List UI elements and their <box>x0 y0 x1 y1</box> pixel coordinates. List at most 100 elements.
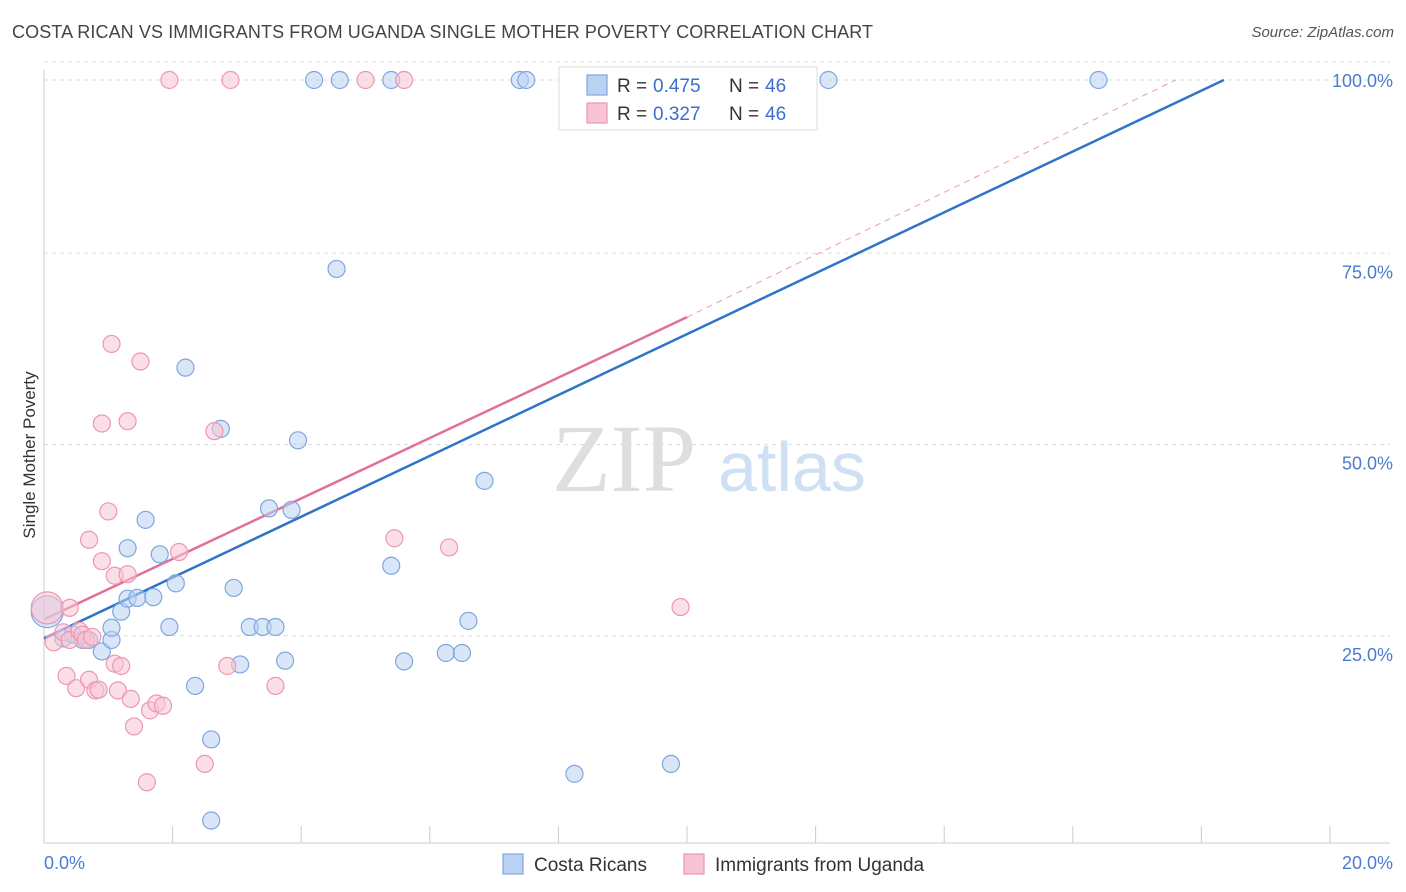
watermark-zip: ZIP <box>552 405 696 512</box>
bottom-legend-swatch-uganda <box>683 853 705 875</box>
point-uganda-28 <box>137 773 156 792</box>
watermark-atlas: atlas <box>718 428 866 506</box>
point-uganda-5 <box>60 598 79 617</box>
series-legend: Costa Ricans Immigrants from Uganda <box>502 853 925 876</box>
point-costa-rican-27 <box>266 617 285 637</box>
point-uganda-38 <box>266 676 285 695</box>
point-costa-rican-36 <box>394 652 414 671</box>
point-costa-rican-19 <box>202 811 221 830</box>
x-tick-label-max: 20.0% <box>1342 853 1393 873</box>
point-uganda-14 <box>89 680 108 699</box>
point-uganda-41 <box>394 70 414 90</box>
point-uganda-17 <box>99 502 118 521</box>
point-costa-rican-46 <box>1089 70 1108 90</box>
legend-r-value-0: 0.475 <box>653 76 701 97</box>
data-points <box>30 70 1108 830</box>
point-costa-rican-42 <box>517 70 536 90</box>
point-costa-rican-17 <box>176 358 195 377</box>
point-costa-rican-15 <box>160 617 179 637</box>
point-uganda-16 <box>92 552 111 571</box>
point-costa-rican-7 <box>102 618 121 637</box>
point-costa-rican-26 <box>259 499 279 518</box>
trend-line-uganda <box>43 316 688 621</box>
legend-r-value-1: 0.327 <box>653 104 701 125</box>
point-uganda-36 <box>218 656 237 676</box>
bottom-legend-costa-ricans: Costa Ricans <box>534 855 647 876</box>
point-costa-rican-29 <box>282 500 301 520</box>
point-uganda-40 <box>385 529 404 548</box>
legend-n-value-0: 46 <box>765 76 786 97</box>
point-uganda-26 <box>124 717 144 736</box>
tick-labels: 25.0% 50.0% 75.0% 100.0% 0.0% 20.0% <box>44 71 1393 873</box>
point-costa-rican-35 <box>382 556 401 575</box>
point-uganda-23 <box>118 412 137 431</box>
point-uganda-43 <box>671 597 690 617</box>
y-tick-label-50: 50.0% <box>1342 454 1393 474</box>
bottom-legend-swatch-costa-ricans <box>502 853 524 875</box>
point-uganda-10 <box>79 530 99 549</box>
trend-line-uganda-extension <box>686 79 1176 318</box>
point-costa-rican-13 <box>144 588 163 607</box>
point-costa-rican-18 <box>186 676 205 695</box>
point-uganda-31 <box>153 696 173 715</box>
legend-swatch-costa-ricans <box>586 74 608 96</box>
correlation-legend: R = 0.475 N = 46 R = 0.327 N = 46 <box>558 66 818 131</box>
y-tick-label-75: 75.0% <box>1342 262 1393 282</box>
point-uganda-33 <box>169 542 189 562</box>
point-costa-rican-22 <box>224 578 243 598</box>
y-axis-label: Single Mother Poverty <box>20 371 39 539</box>
point-costa-rican-45 <box>819 70 838 90</box>
point-uganda-37 <box>221 70 240 90</box>
legend-n-label-1: N = <box>729 104 759 125</box>
point-costa-rican-10 <box>118 539 137 558</box>
grid-lines <box>44 61 1390 637</box>
point-costa-rican-12 <box>136 510 155 529</box>
axes <box>43 70 1390 844</box>
legend-n-label-0: N = <box>729 76 759 97</box>
trend-line-costa-ricans <box>43 78 1225 640</box>
point-costa-rican-43 <box>565 764 584 783</box>
point-costa-rican-44 <box>661 754 681 774</box>
bottom-legend-uganda: Immigrants from Uganda <box>715 855 925 876</box>
point-costa-rican-16 <box>166 574 185 593</box>
point-uganda-42 <box>439 538 459 557</box>
point-uganda-32 <box>160 70 179 90</box>
point-uganda-3 <box>57 666 76 686</box>
trend-lines <box>43 78 1225 640</box>
point-uganda-39 <box>356 70 375 90</box>
source-label: Source: ZipAtlas.com <box>1251 24 1394 41</box>
point-costa-rican-20 <box>202 730 221 749</box>
point-uganda-25 <box>121 689 140 708</box>
point-costa-rican-28 <box>276 651 295 670</box>
point-uganda-34 <box>195 754 214 774</box>
point-uganda-21 <box>108 681 128 700</box>
point-uganda-18 <box>102 334 121 354</box>
point-uganda-12 <box>83 627 102 647</box>
point-uganda-24 <box>118 565 137 584</box>
point-costa-rican-32 <box>327 259 346 279</box>
y-tick-label-25: 25.0% <box>1342 645 1393 665</box>
point-costa-rican-30 <box>288 431 308 450</box>
point-uganda-22 <box>112 656 131 676</box>
chart-title: COSTA RICAN VS IMMIGRANTS FROM UGANDA SI… <box>12 22 874 42</box>
point-uganda-15 <box>92 414 111 433</box>
point-costa-rican-14 <box>150 545 169 564</box>
point-costa-rican-33 <box>330 70 349 90</box>
point-costa-rican-37 <box>436 643 455 663</box>
x-tick-label-min: 0.0% <box>44 853 85 873</box>
point-uganda-27 <box>131 352 150 371</box>
point-costa-rican-31 <box>304 70 324 90</box>
legend-r-label-1: R = <box>617 104 647 125</box>
point-uganda-35 <box>205 422 224 441</box>
point-costa-rican-39 <box>459 611 478 630</box>
point-costa-rican-11 <box>128 588 147 608</box>
point-uganda-0 <box>30 591 64 625</box>
y-tick-label-100: 100.0% <box>1332 71 1393 91</box>
point-uganda-6 <box>67 679 86 698</box>
legend-r-label-0: R = <box>617 76 647 97</box>
point-costa-rican-40 <box>475 471 494 490</box>
legend-n-value-1: 46 <box>765 104 786 125</box>
legend-swatch-uganda <box>586 102 608 124</box>
point-costa-rican-38 <box>452 643 472 663</box>
